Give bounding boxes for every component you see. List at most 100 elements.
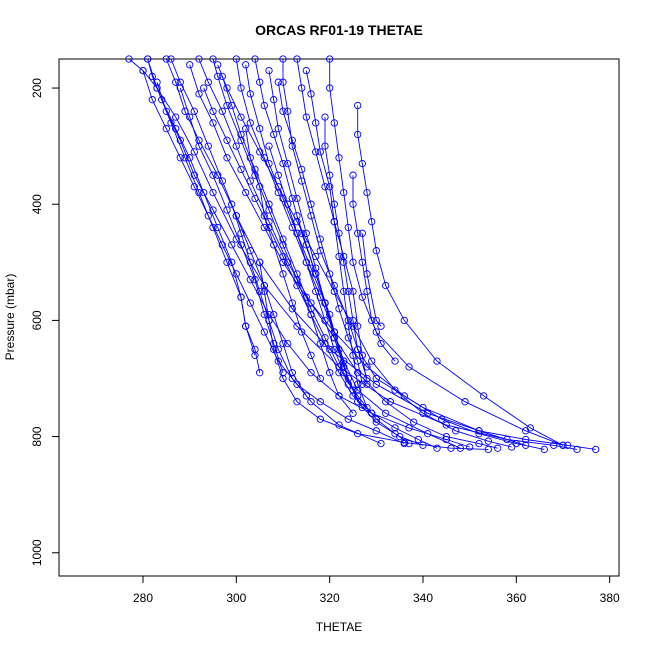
data-point <box>559 441 567 449</box>
data-point <box>288 299 296 307</box>
data-point <box>260 328 268 336</box>
data-point <box>307 299 315 307</box>
data-point <box>293 212 301 220</box>
series-line <box>254 58 424 446</box>
data-point <box>251 345 259 354</box>
data-point <box>195 136 203 144</box>
data-point <box>358 293 366 301</box>
data-point <box>246 276 254 284</box>
data-point <box>209 206 217 214</box>
series-line <box>165 58 596 450</box>
data-point <box>298 328 306 336</box>
data-point <box>358 351 366 359</box>
series-line <box>179 87 284 373</box>
data-point <box>251 194 259 203</box>
data-point <box>419 403 427 412</box>
data-point <box>480 392 488 400</box>
data-point <box>270 310 278 319</box>
plot-frame <box>58 58 620 577</box>
data-point <box>564 441 572 449</box>
data-point <box>573 445 581 454</box>
data-point <box>246 258 254 266</box>
data-point <box>424 430 432 438</box>
data-point <box>433 444 441 452</box>
data-point <box>284 107 292 115</box>
data-point <box>312 270 320 278</box>
series-32 <box>358 229 385 330</box>
data-point <box>508 443 516 451</box>
data-point <box>363 188 371 197</box>
data-point <box>335 392 343 400</box>
data-point <box>316 339 324 348</box>
series-line <box>268 145 410 444</box>
data-point <box>265 316 273 325</box>
data-point <box>200 188 208 197</box>
y-axis: 200 400 600 800 1000 <box>30 78 59 566</box>
series-line <box>156 82 470 448</box>
data-point <box>148 96 156 104</box>
series-8 <box>167 55 310 400</box>
data-point <box>288 142 296 150</box>
data-point <box>288 136 296 144</box>
data-point <box>288 374 296 383</box>
data-point <box>372 247 380 255</box>
data-point <box>326 270 334 278</box>
data-point <box>400 438 408 447</box>
data-point <box>204 78 212 86</box>
series-line <box>212 58 354 414</box>
data-point <box>214 171 222 179</box>
series-13 <box>354 101 567 449</box>
data-point <box>209 188 217 197</box>
data-point <box>452 427 460 435</box>
data-point <box>274 78 282 86</box>
series-line <box>142 70 405 445</box>
data-point <box>382 281 390 290</box>
data-point <box>218 241 226 249</box>
data-point <box>195 142 203 150</box>
data-point <box>190 148 198 156</box>
data-point <box>265 206 273 214</box>
data-point <box>195 90 203 98</box>
data-point <box>377 339 385 348</box>
data-point <box>368 357 376 365</box>
data-point <box>344 223 352 232</box>
data-point <box>176 154 184 162</box>
data-point <box>279 369 287 377</box>
data-point <box>344 287 352 296</box>
data-point <box>354 392 362 400</box>
data-point <box>321 299 329 307</box>
data-point <box>284 200 292 208</box>
series-27 <box>242 125 324 383</box>
data-point <box>354 229 362 237</box>
data-point <box>321 183 329 191</box>
data-point <box>349 171 357 179</box>
y-tick-label: 800 <box>30 426 44 446</box>
x-axis: 280 300 320 340 360 380 <box>133 576 620 605</box>
data-point <box>372 427 380 435</box>
data-point <box>293 380 301 388</box>
data-point <box>302 392 310 400</box>
data-point <box>349 200 357 208</box>
data-point <box>186 61 194 69</box>
data-point <box>246 177 254 185</box>
data-point <box>242 61 250 69</box>
data-point <box>316 374 324 383</box>
data-point <box>354 386 362 394</box>
data-point <box>176 136 184 144</box>
data-point <box>340 258 348 266</box>
data-point <box>372 380 380 388</box>
data-point <box>186 113 194 121</box>
data-point <box>293 398 301 406</box>
data-point <box>270 96 278 104</box>
data-point <box>279 252 287 261</box>
data-point <box>466 443 474 451</box>
data-point <box>176 78 184 86</box>
data-point <box>274 183 282 191</box>
data-point <box>316 398 324 406</box>
data-point <box>368 409 376 417</box>
series-line <box>203 87 438 449</box>
data-point <box>368 218 376 226</box>
data-point <box>270 130 278 139</box>
data-point <box>354 345 362 354</box>
data-point <box>256 148 264 156</box>
